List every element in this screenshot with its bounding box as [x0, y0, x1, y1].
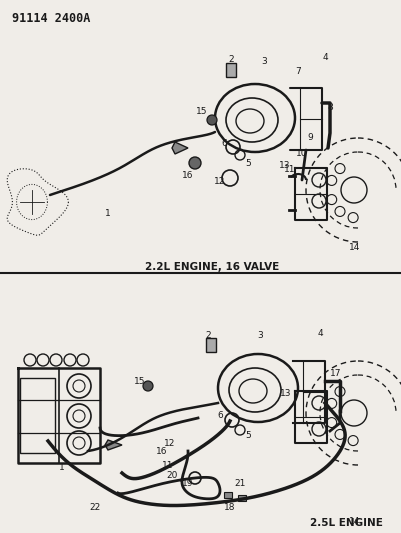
Text: 5: 5: [245, 158, 250, 167]
Text: 91114 2400A: 91114 2400A: [12, 12, 90, 25]
Text: 2.5L ENGINE: 2.5L ENGINE: [309, 518, 382, 528]
Text: 4: 4: [321, 53, 327, 62]
Bar: [20, 378, 55, 453]
Text: 9: 9: [306, 133, 312, 142]
Text: 11: 11: [284, 166, 295, 174]
Text: 20: 20: [166, 471, 177, 480]
Text: 11: 11: [162, 461, 173, 470]
Text: 2: 2: [205, 330, 210, 340]
Text: 1: 1: [59, 464, 65, 472]
Circle shape: [188, 157, 200, 169]
Text: 8: 8: [326, 103, 332, 112]
Text: 14: 14: [348, 516, 360, 526]
Bar: [225, 63, 235, 77]
Bar: [237, 495, 245, 501]
Circle shape: [143, 381, 153, 391]
Text: 1: 1: [105, 208, 111, 217]
Text: 13: 13: [279, 160, 290, 169]
Text: 4: 4: [316, 328, 322, 337]
Text: 10: 10: [296, 149, 307, 157]
Text: 3: 3: [257, 330, 262, 340]
Text: 7: 7: [294, 68, 300, 77]
Text: 6: 6: [217, 411, 222, 421]
Text: 15: 15: [134, 376, 146, 385]
Text: 12: 12: [214, 177, 225, 187]
Text: 18: 18: [224, 504, 235, 513]
Text: 2.2L ENGINE, 16 VALVE: 2.2L ENGINE, 16 VALVE: [145, 262, 279, 272]
Bar: [223, 492, 231, 498]
Polygon shape: [105, 440, 122, 450]
Text: 6: 6: [221, 139, 226, 148]
Text: 17: 17: [330, 368, 341, 377]
Text: 14: 14: [348, 244, 360, 253]
Text: 16: 16: [182, 171, 193, 180]
Text: 22: 22: [89, 504, 100, 513]
Text: 21: 21: [234, 479, 245, 488]
Bar: [205, 338, 215, 352]
Text: 15: 15: [196, 108, 207, 117]
Text: 16: 16: [156, 447, 167, 456]
Text: 3: 3: [261, 58, 266, 67]
Text: 12: 12: [164, 439, 175, 448]
Text: 13: 13: [279, 389, 291, 398]
Text: 5: 5: [245, 431, 250, 440]
Circle shape: [207, 115, 217, 125]
Polygon shape: [172, 142, 188, 154]
Text: 2: 2: [228, 55, 233, 64]
Text: 19: 19: [182, 479, 193, 488]
